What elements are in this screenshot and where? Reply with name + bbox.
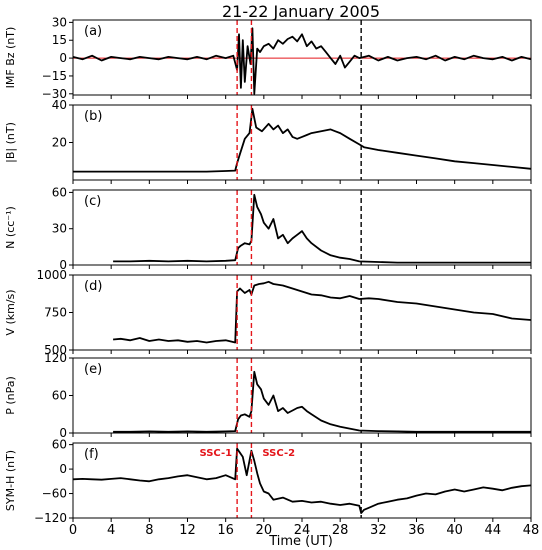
panel-label: (a) xyxy=(84,24,102,39)
y-axis-label: SYM-H (nT) xyxy=(4,450,17,511)
x-tick-label: 40 xyxy=(446,523,463,538)
y-tick-label: 60 xyxy=(52,389,67,403)
panel-label: (d) xyxy=(84,279,102,294)
y-axis-label: V (km/s) xyxy=(4,289,17,335)
y-tick-label: 20 xyxy=(52,136,67,150)
panel-frame xyxy=(72,357,532,434)
x-tick-label: 4 xyxy=(107,523,115,538)
panel-label: (f) xyxy=(84,447,99,462)
series-line-0 xyxy=(113,193,531,264)
panel-label: (e) xyxy=(84,362,102,377)
y-tick-label: 500 xyxy=(44,343,67,357)
y-tick-label: 0 xyxy=(59,258,67,272)
y-tick-label: 30 xyxy=(52,222,67,236)
series-line-0 xyxy=(113,280,532,344)
x-tick-label: 16 xyxy=(217,523,234,538)
x-tick-label: 44 xyxy=(485,523,502,538)
panel-label: (b) xyxy=(84,109,102,124)
panel-a: −30 −15 0 15 30 (a) IMF Bz (nT) xyxy=(4,15,532,101)
y-tick-label: 0 xyxy=(59,426,67,440)
panel-b: 20 40 (b) |B| (nT) xyxy=(4,98,532,184)
series-line-0 xyxy=(113,370,531,433)
series-line-0 xyxy=(72,27,532,95)
y-tick-label: −15 xyxy=(42,69,67,83)
y-tick-label: 0 xyxy=(59,462,67,476)
x-tick-label: 0 xyxy=(69,523,77,538)
y-tick-label: −60 xyxy=(42,487,67,501)
panel-c: 0 30 60 (c) N (cc⁻¹) xyxy=(4,185,532,272)
x-axis-label: Time (UT) xyxy=(268,534,333,549)
y-tick-label: −120 xyxy=(34,511,67,525)
x-tick-label: 28 xyxy=(332,523,349,538)
x-tick-label: 32 xyxy=(370,523,387,538)
series-line-0 xyxy=(73,107,532,173)
x-tick-label: 12 xyxy=(179,523,196,538)
y-tick-label: 40 xyxy=(52,98,67,112)
y-tick-label: 30 xyxy=(52,15,67,29)
y-tick-label: 1000 xyxy=(36,268,67,282)
y-tick-label: 0 xyxy=(59,51,67,65)
series-line-0 xyxy=(72,447,532,514)
y-tick-label: 120 xyxy=(44,351,67,365)
y-tick-label: 750 xyxy=(44,306,67,320)
x-tick-label: 8 xyxy=(145,523,153,538)
y-tick-label: 60 xyxy=(52,185,67,199)
panel-frame xyxy=(72,104,532,181)
y-tick-label: 15 xyxy=(52,33,67,47)
x-tick-label: 36 xyxy=(408,523,425,538)
y-axis-label: IMF Bz (nT) xyxy=(4,27,17,89)
figure-title: 21-22 January 2005 xyxy=(222,2,380,21)
panel-label: (c) xyxy=(84,194,101,209)
y-axis-label: P (nPa) xyxy=(4,376,17,415)
panel-e: 0 60 120 (e) P (nPa) xyxy=(4,351,532,440)
x-tick-label: 48 xyxy=(523,523,540,538)
panel-frame xyxy=(72,189,532,266)
y-axis-label: |B| (nT) xyxy=(4,122,17,163)
x-tick-label: 20 xyxy=(256,523,273,538)
x-tick-label: 24 xyxy=(294,523,311,538)
annotation-ssc-2: SSC-2 xyxy=(262,448,295,459)
panel-d: 500 750 1000 (d) V (km/s) xyxy=(4,268,532,357)
panel-f: −120 −60 0 60 (f) SYM-H (nT) SSC-1 SSC-2 xyxy=(4,438,532,525)
y-axis-label: N (cc⁻¹) xyxy=(4,206,17,249)
y-tick-label: −30 xyxy=(42,87,67,101)
annotation-ssc-1: SSC-1 xyxy=(199,448,232,459)
y-tick-label: 60 xyxy=(52,438,67,452)
